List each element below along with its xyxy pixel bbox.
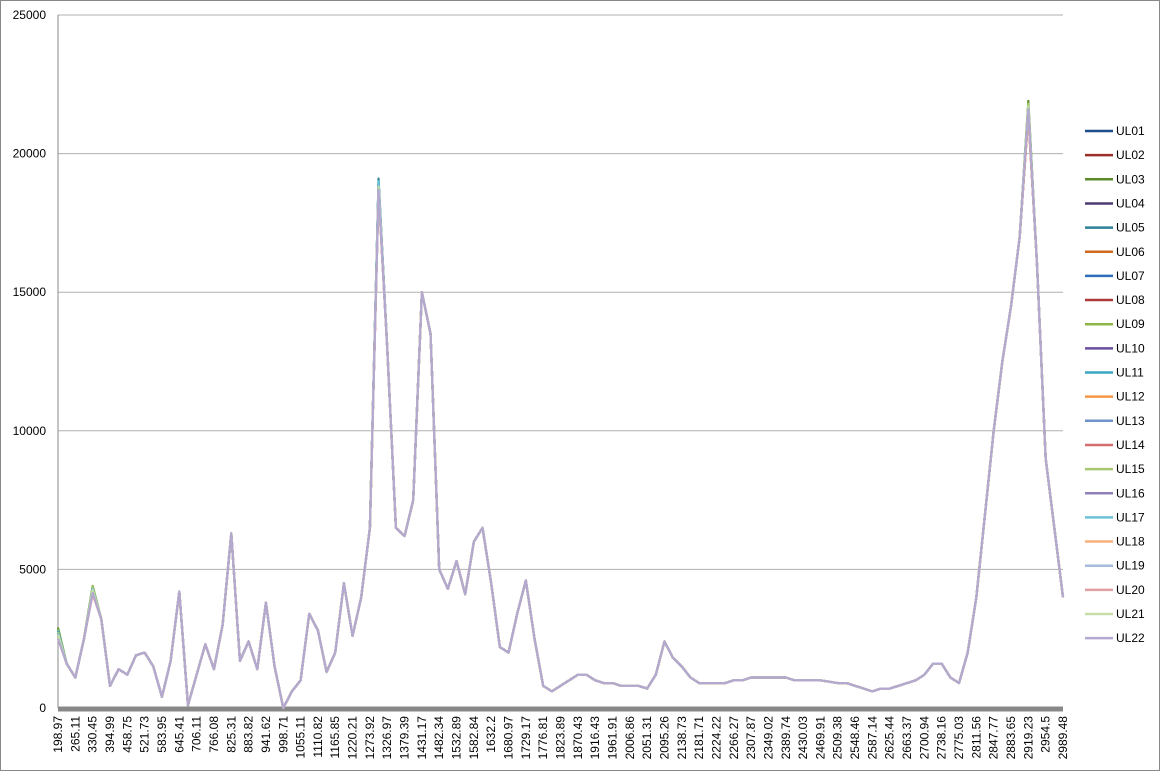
x-tick-label: 521.73: [138, 716, 152, 753]
x-tick-label: 2663.37: [900, 716, 914, 760]
x-tick-label: 1379.39: [398, 716, 412, 760]
x-tick-label: 2430.03: [796, 716, 810, 760]
x-tick-label: 265.11: [68, 716, 82, 752]
legend-label: UL14: [1116, 438, 1145, 452]
x-tick-label: 1055.11: [294, 716, 308, 759]
legend-label: UL08: [1116, 293, 1145, 307]
x-tick-label: 1110.82: [311, 716, 325, 758]
x-tick-label: 1823.89: [554, 716, 568, 760]
x-tick-label: 2181.71: [692, 716, 706, 760]
x-tick-label: 2587.14: [865, 716, 879, 760]
x-tick-label: 330.45: [86, 716, 100, 753]
x-tick-label: 2738.16: [935, 716, 949, 760]
x-tick-label: 1431.17: [415, 716, 429, 760]
y-tick-label: 20000: [13, 147, 47, 161]
legend-label: UL20: [1116, 583, 1145, 597]
x-tick-label: 2625.44: [883, 716, 897, 760]
legend-label: UL01: [1116, 124, 1145, 138]
legend-label: UL09: [1116, 317, 1145, 331]
x-tick-label: 1482.34: [432, 716, 446, 760]
legend-label: UL13: [1116, 414, 1145, 428]
x-tick-label: 2883.65: [1004, 716, 1018, 760]
x-tick-label: 825.31: [224, 716, 238, 753]
y-tick-label: 10000: [13, 424, 47, 438]
legend-label: UL04: [1116, 196, 1145, 210]
x-tick-label: 2989.48: [1056, 716, 1070, 760]
x-tick-label: 1632.2: [484, 716, 498, 753]
x-tick-label: 394.99: [103, 716, 117, 753]
x-tick-label: 2307.87: [744, 716, 758, 760]
x-tick-label: 883.82: [242, 716, 256, 753]
x-tick-label: 1220.21: [346, 716, 360, 760]
legend-label: UL18: [1116, 535, 1145, 549]
legend-label: UL10: [1116, 341, 1145, 355]
x-tick-label: 2006.86: [623, 716, 637, 760]
x-tick-label: 2095.26: [657, 716, 671, 760]
x-tick-label: 2811.56: [969, 716, 983, 759]
x-tick-label: 1916.43: [588, 716, 602, 760]
x-tick-label: 1680.97: [502, 716, 516, 760]
x-tick-label: 645.41: [172, 716, 186, 753]
x-tick-label: 941.62: [259, 716, 273, 753]
x-tick-label: 583.95: [155, 716, 169, 753]
x-tick-label: 1870.43: [571, 716, 585, 760]
legend-label: UL02: [1116, 148, 1145, 162]
y-tick-label: 25000: [13, 8, 47, 22]
x-tick-label: 2266.27: [727, 716, 741, 760]
x-tick-label: 1326.97: [380, 716, 394, 760]
legend-label: UL17: [1116, 510, 1145, 524]
legend-label: UL07: [1116, 269, 1145, 283]
x-tick-label: 2919.23: [1021, 716, 1035, 760]
x-tick-label: 2847.77: [987, 716, 1001, 760]
x-tick-label: 1582.84: [467, 716, 481, 760]
x-tick-label: 1273.92: [363, 716, 377, 760]
legend-label: UL16: [1116, 486, 1145, 500]
legend-label: UL19: [1116, 559, 1145, 573]
x-tick-label: 458.75: [120, 716, 134, 753]
x-tick-label: 998.71: [276, 716, 290, 753]
x-tick-label: 2700.94: [917, 716, 931, 760]
x-tick-label: 2224.22: [709, 716, 723, 760]
legend-label: UL05: [1116, 221, 1145, 235]
x-tick-label: 766.08: [207, 716, 221, 753]
legend-label: UL12: [1116, 390, 1145, 404]
x-tick-label: 2469.91: [813, 716, 827, 760]
x-tick-label: 2548.46: [848, 716, 862, 760]
x-tick-label: 2509.38: [831, 716, 845, 760]
x-tick-label: 2954.5: [1039, 716, 1053, 753]
series-line: [56, 108, 1065, 710]
x-tick-label: 1165.85: [328, 716, 342, 759]
legend-label: UL21: [1116, 607, 1145, 621]
x-tick-label: 2349.02: [761, 716, 775, 760]
legend-label: UL06: [1116, 245, 1145, 259]
x-tick-label: 1532.89: [450, 716, 464, 760]
x-tick-label: 2138.73: [675, 716, 689, 760]
x-tick-label: 1776.81: [536, 716, 550, 760]
x-tick-label: 198.97: [51, 716, 65, 753]
legend-label: UL11: [1116, 366, 1144, 380]
y-tick-label: 0: [39, 701, 46, 715]
x-tick-label: 2389.74: [779, 716, 793, 760]
x-tick-label: 2051.31: [640, 716, 654, 760]
x-tick-label: 706.11: [190, 716, 204, 752]
x-tick-label: 1729.17: [519, 716, 533, 760]
legend-label: UL15: [1116, 462, 1145, 476]
x-tick-label: 2775.03: [952, 716, 966, 760]
y-tick-label: 15000: [13, 285, 47, 299]
legend-label: UL03: [1116, 172, 1145, 186]
y-tick-label: 5000: [19, 562, 46, 576]
x-tick-label: 1961.91: [605, 716, 619, 760]
legend-label: UL22: [1116, 631, 1145, 645]
